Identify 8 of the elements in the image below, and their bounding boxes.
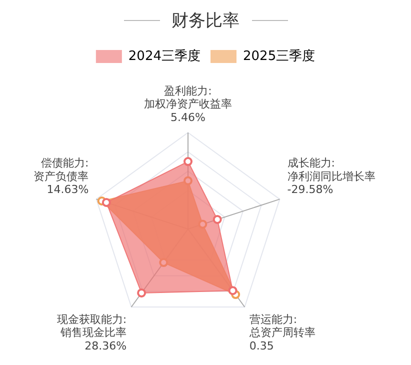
legend-label: 2025三季度 [243, 48, 316, 64]
legend-label: 2024三季度 [128, 48, 201, 64]
spoke-label: 现金获取能力: 销售现金比率 28.36% [56, 312, 127, 352]
spoke-label: 盈利能力: 加权净资产收益率 5.46% [144, 84, 232, 124]
chart-title: 财务比率 [172, 10, 240, 32]
spoke-label: 偿债能力: 资产负债率 14.63% [34, 156, 89, 196]
spoke-label: 营运能力: 总资产周转率 0.35 [248, 312, 316, 352]
spoke-label: 成长能力: 净利润同比增长率 -29.58% [287, 156, 376, 196]
